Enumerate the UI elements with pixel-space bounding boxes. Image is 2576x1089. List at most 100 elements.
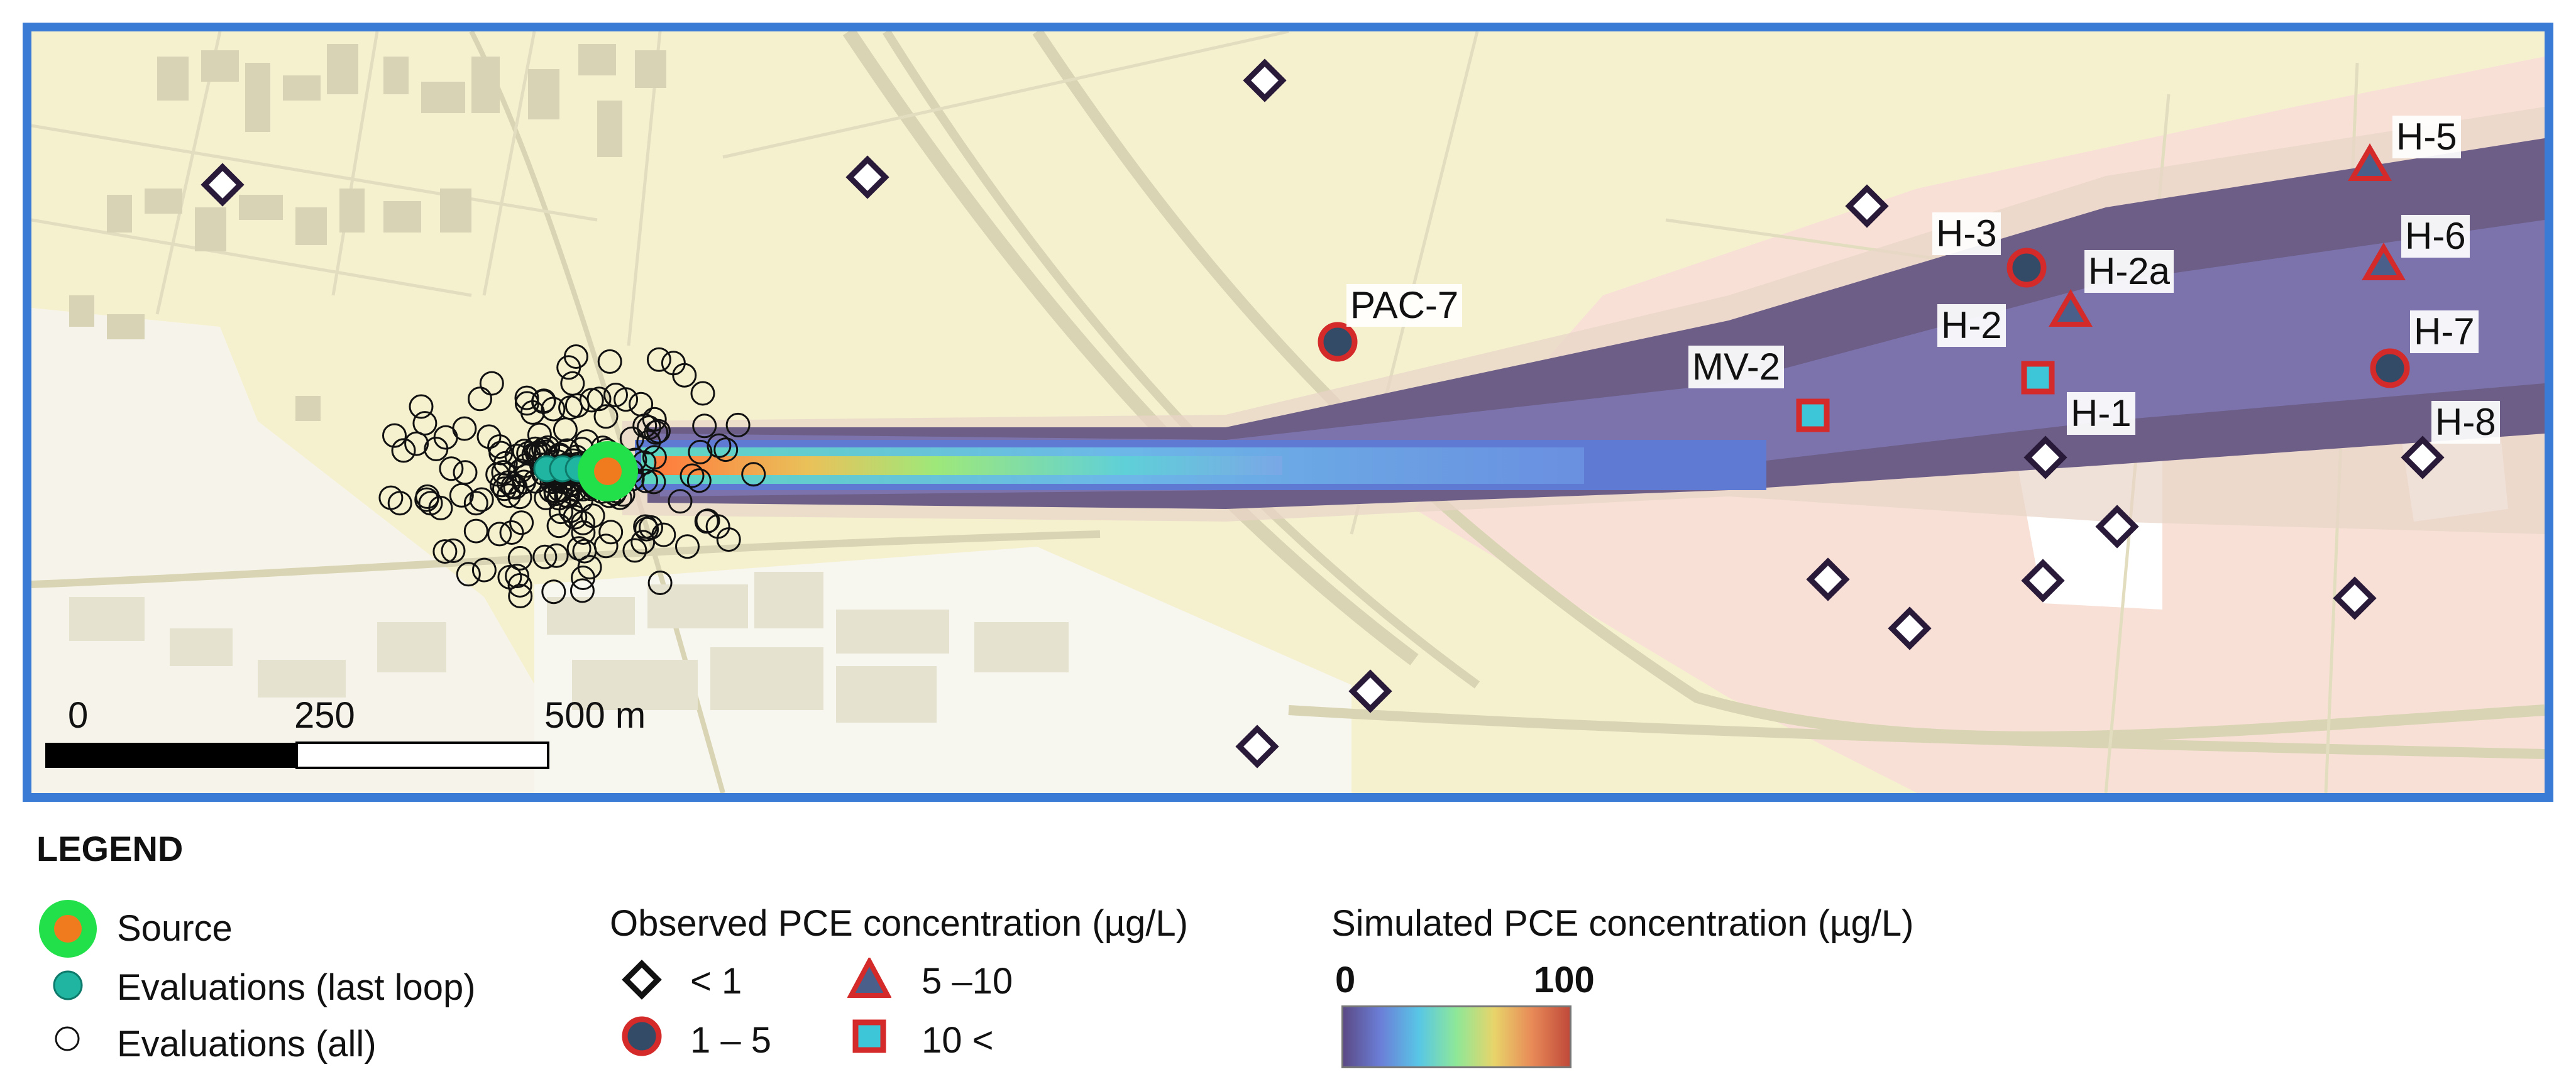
scale-label-0: 0 [68,695,89,736]
evaluation-point [541,579,566,605]
evaluation-point [527,422,552,447]
evaluation-point [471,557,497,583]
evaluation-point [544,543,569,568]
evaluation-point [571,510,595,535]
evaluation-point [570,578,595,603]
legend-last-loop-label: Evaluations (last loop) [117,967,476,1008]
evaluation-point [713,437,739,462]
evaluation-point [378,485,404,510]
well-h-5-marker [2348,143,2392,181]
obs-1-5-label: 1 – 5 [690,1020,771,1061]
obs-1-5-legend-icon [622,1016,662,1056]
map-canvas[interactable] [31,31,2545,793]
legend-source-label: Source [117,908,233,949]
last-loop-legend-icon [53,970,83,1000]
well-mv-2-marker [1796,398,1830,432]
evaluation-point [716,527,741,552]
evaluation-point [496,470,521,495]
evaluation-point [593,404,619,429]
evaluation-point [493,451,518,476]
well-label-h-7: H-7 [2410,310,2479,353]
evaluation-point [418,491,443,516]
well-label-pac-7: PAC-7 [1346,284,1463,327]
evaluation-point [497,565,522,589]
evaluation-point [487,434,512,459]
evaluation-point [439,456,464,481]
evaluation-point [509,510,534,535]
map-frame[interactable]: PAC-7 MV-2 H-1 H-2 H-2a H-3 H-5 H-6 H-7 … [23,23,2553,802]
evaluation-point [632,413,658,439]
evaluation-point [646,347,671,372]
evaluation-point [586,386,612,412]
evaluation-point [556,355,581,380]
evaluation-point [566,536,592,561]
evaluation-point [514,385,539,410]
evaluation-point [675,534,700,559]
well-label-h-1: H-1 [2067,392,2135,435]
evaluation-point [432,539,458,564]
well-h-2a-marker [2049,289,2093,327]
evaluation-point [433,425,458,450]
obs-5-10-legend-icon [847,958,891,998]
evaluation-point [391,438,416,463]
evaluation-point [661,351,686,376]
well-label-h-5: H-5 [2392,116,2461,158]
evaluation-point [532,544,558,569]
well-h-7-marker [2370,348,2410,388]
evaluation-point [508,584,533,608]
source-legend-icon [39,900,97,958]
evaluation-point [468,386,492,412]
evaluation-point [571,520,596,545]
source-marker[interactable] [578,441,638,501]
well-h-6-marker [2362,243,2406,280]
colorbar-min-label: 0 [1335,960,1356,1000]
evaluation-point [523,436,548,461]
evaluation-point [619,426,644,451]
evaluation-point [633,514,658,539]
well-pac-7-marker [1318,322,1358,362]
evaluation-point [686,468,712,493]
evaluation-point [680,463,705,488]
scale-label-250: 250 [294,695,355,736]
evaluation-point [558,498,583,523]
evaluation-point [622,538,647,563]
well-label-h-2: H-2 [1937,304,2006,347]
well-label-h-6: H-6 [2401,215,2470,258]
obs-gt10-label: 10 < [922,1020,994,1061]
evaluation-point [553,417,578,442]
evaluation-point [668,489,693,514]
evaluation-point [598,520,624,545]
evaluation-point [707,433,732,458]
evaluation-point [560,371,585,396]
evaluation-point [469,487,494,512]
industrial-buildings [69,572,1069,723]
scale-bar [45,742,549,769]
evaluation-point [453,460,478,485]
well-h-3-marker [2006,248,2047,288]
evaluation-point [593,534,619,559]
well-label-h-8: H-8 [2431,401,2500,444]
evaluation-point [577,555,602,580]
evaluation-point [505,564,530,589]
evaluation-point [634,517,659,542]
evaluation-point [409,394,434,419]
evaluation-point [382,423,407,448]
legend: LEGEND Source Evaluations (last loop) Ev… [0,802,2576,1089]
observed-below-1 [201,58,2445,769]
all-evals-legend-icon [55,1026,80,1051]
well-h-2-marker [2021,361,2055,395]
evaluation-point [415,484,440,509]
obs-5-10-label: 5 –10 [922,961,1013,1002]
legend-all-evals-label: Evaluations (all) [117,1024,377,1064]
evaluation-point [563,505,588,530]
evaluation-point [463,518,488,544]
urban-area-west [31,308,597,793]
evaluation-point [579,388,604,413]
evaluation-point [531,389,556,414]
obs-lt1-label: < 1 [690,961,742,1002]
evaluation-point [695,508,720,534]
evaluation-point [507,545,532,571]
buildings [69,44,666,421]
evaluation-point [546,513,571,539]
legend-title: LEGEND [36,829,184,868]
